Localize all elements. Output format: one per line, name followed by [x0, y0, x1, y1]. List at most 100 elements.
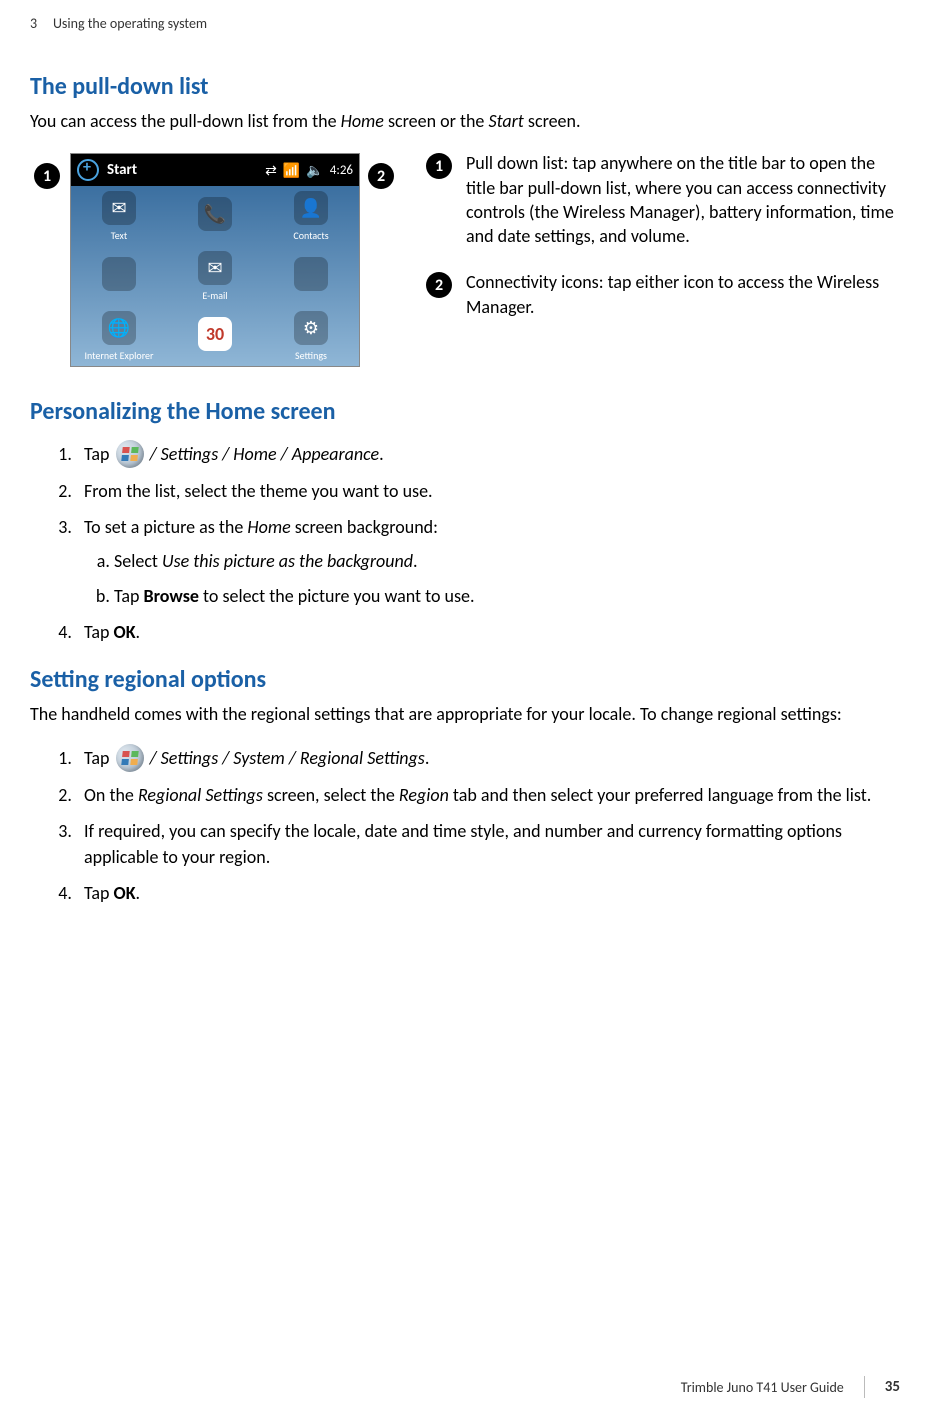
app-tile: ✉ Text	[71, 186, 167, 246]
bold-text: Browse	[144, 585, 199, 607]
section1-intro: You can access the pull-down list from t…	[30, 109, 900, 133]
path-italic: / Settings / Home / Appearance	[146, 443, 380, 465]
callout-item-2: 2 Connectivity icons: tap either icon to…	[426, 270, 900, 319]
apps-grid: ✉ Text 📞 👤 Contacts ✉ E-mail 🌐 Internet Explorer…	[71, 186, 359, 366]
callout-marker-1: 1	[34, 163, 60, 189]
reg-step-3: If required, you can specify the locale,…	[76, 818, 900, 870]
app-icon: 30	[198, 317, 232, 351]
windows-icon	[116, 744, 144, 772]
app-icon: 🌐	[102, 311, 136, 345]
app-icon: 👤	[294, 191, 328, 225]
screenshot-titlebar: Start ⇄ 📶 🔈 4:26	[71, 154, 359, 186]
app-label: Contacts	[293, 229, 328, 242]
text: Tap	[84, 882, 114, 904]
app-tile: 🌐 Internet Explorer	[71, 306, 167, 366]
windows-icon	[116, 440, 144, 468]
text: To set a picture as the	[84, 516, 247, 538]
volume-icon: 🔈	[306, 162, 323, 179]
magnify-icon	[77, 159, 99, 181]
app-tile	[71, 246, 167, 306]
text: screen or the	[384, 110, 489, 132]
text: to select the picture you want to use.	[199, 585, 475, 607]
step-3a: Select Use this picture as the backgroun…	[114, 548, 900, 574]
text: screen, select the	[263, 784, 399, 806]
text: Tap	[84, 443, 114, 465]
step-3b: Tap Browse to select the picture you wan…	[114, 583, 900, 609]
text: Select	[114, 550, 162, 572]
app-label: Settings	[295, 349, 327, 362]
text: Tap	[84, 747, 114, 769]
step-4: Tap OK.	[76, 619, 900, 645]
bold-text: OK	[114, 882, 136, 904]
path-italic: / Settings / System / Regional Settings	[146, 747, 425, 769]
reg-step-4: Tap OK.	[76, 880, 900, 906]
section-heading-personalizing: Personalizing the Home screen	[30, 397, 900, 426]
callout-item-1: 1 Pull down list: tap anywhere on the ti…	[426, 151, 900, 248]
app-tile: ✉ E-mail	[167, 246, 263, 306]
text: On the	[84, 784, 138, 806]
app-tile: 30	[167, 306, 263, 366]
text: .	[425, 747, 430, 769]
callout-list: 1 Pull down list: tap anywhere on the ti…	[426, 151, 900, 367]
text: .	[136, 882, 141, 904]
start-italic: Start	[488, 110, 523, 132]
step-2: From the list, select the theme you want…	[76, 478, 900, 504]
personalizing-steps: Tap / Settings / Home / Appearance. From…	[30, 440, 900, 644]
callout-num-1: 1	[426, 153, 452, 179]
start-label: Start	[107, 161, 137, 179]
callout-text-2: Connectivity icons: tap either icon to a…	[466, 270, 900, 319]
screenshot-wrap: 1 2 Start ⇄ 📶 🔈 4:26 ✉ Text 📞 👤 Contacts ✉ E-m…	[30, 151, 400, 367]
text: tab and then select your preferred langu…	[449, 784, 871, 806]
home-italic: Home	[247, 516, 290, 538]
regional-steps: Tap / Settings / System / Regional Setti…	[30, 744, 900, 906]
reg-step-2: On the Regional Settings screen, select …	[76, 782, 900, 808]
home-italic: Home	[341, 110, 384, 132]
device-screenshot: Start ⇄ 📶 🔈 4:26 ✉ Text 📞 👤 Contacts ✉ E-mail 🌐…	[70, 153, 360, 367]
callout-num-2: 2	[426, 272, 452, 298]
callout-text-1: Pull down list: tap anywhere on the titl…	[466, 151, 900, 248]
step-1: Tap / Settings / Home / Appearance.	[76, 440, 900, 468]
app-icon: ✉	[198, 251, 232, 285]
footer-page-number: 35	[885, 1378, 900, 1396]
page-header: 3 Using the operating system	[30, 15, 900, 32]
section-heading-pulldown: The pull-down list	[30, 72, 900, 101]
app-label: Text	[111, 229, 128, 242]
app-label: E-mail	[202, 289, 227, 302]
app-tile: 👤 Contacts	[263, 186, 359, 246]
footer-guide: Trimble Juno T41 User Guide	[681, 1379, 844, 1396]
italic-text: Region	[399, 784, 449, 806]
connectivity-icon: ⇄	[265, 162, 277, 179]
app-label: Internet Explorer	[84, 349, 153, 362]
titlebar-right-icons: ⇄ 📶 🔈 4:26	[265, 162, 353, 179]
page-footer: Trimble Juno T41 User Guide 35	[681, 1376, 900, 1398]
text: .	[136, 621, 141, 643]
clock-text: 4:26	[330, 163, 353, 178]
app-tile	[263, 246, 359, 306]
text: Tap	[114, 585, 144, 607]
text: .	[413, 550, 418, 572]
text: .	[379, 443, 384, 465]
app-icon: ⚙	[294, 311, 328, 345]
chapter-number: 3	[30, 15, 37, 32]
text: screen background:	[291, 516, 438, 538]
app-tile: ⚙ Settings	[263, 306, 359, 366]
text: You can access the pull-down list from t…	[30, 110, 341, 132]
callout-marker-2: 2	[368, 163, 394, 189]
footer-divider	[864, 1376, 865, 1398]
section3-intro: The handheld comes with the regional set…	[30, 702, 900, 726]
chapter-title: Using the operating system	[53, 15, 207, 32]
sub-steps: Select Use this picture as the backgroun…	[84, 548, 900, 608]
app-icon: ✉	[102, 191, 136, 225]
text: screen.	[524, 110, 581, 132]
app-icon	[294, 257, 328, 291]
section-heading-regional: Setting regional options	[30, 665, 900, 694]
app-icon	[102, 257, 136, 291]
text: Tap	[84, 621, 114, 643]
bold-text: OK	[114, 621, 136, 643]
app-icon: 📞	[198, 197, 232, 231]
annotated-screenshot-block: 1 2 Start ⇄ 📶 🔈 4:26 ✉ Text 📞 👤 Contacts ✉ E-m…	[30, 151, 900, 367]
italic-text: Use this picture as the background	[162, 550, 413, 572]
step-3: To set a picture as the Home screen back…	[76, 514, 900, 608]
italic-text: Regional Settings	[138, 784, 263, 806]
signal-icon: 📶	[283, 162, 300, 179]
